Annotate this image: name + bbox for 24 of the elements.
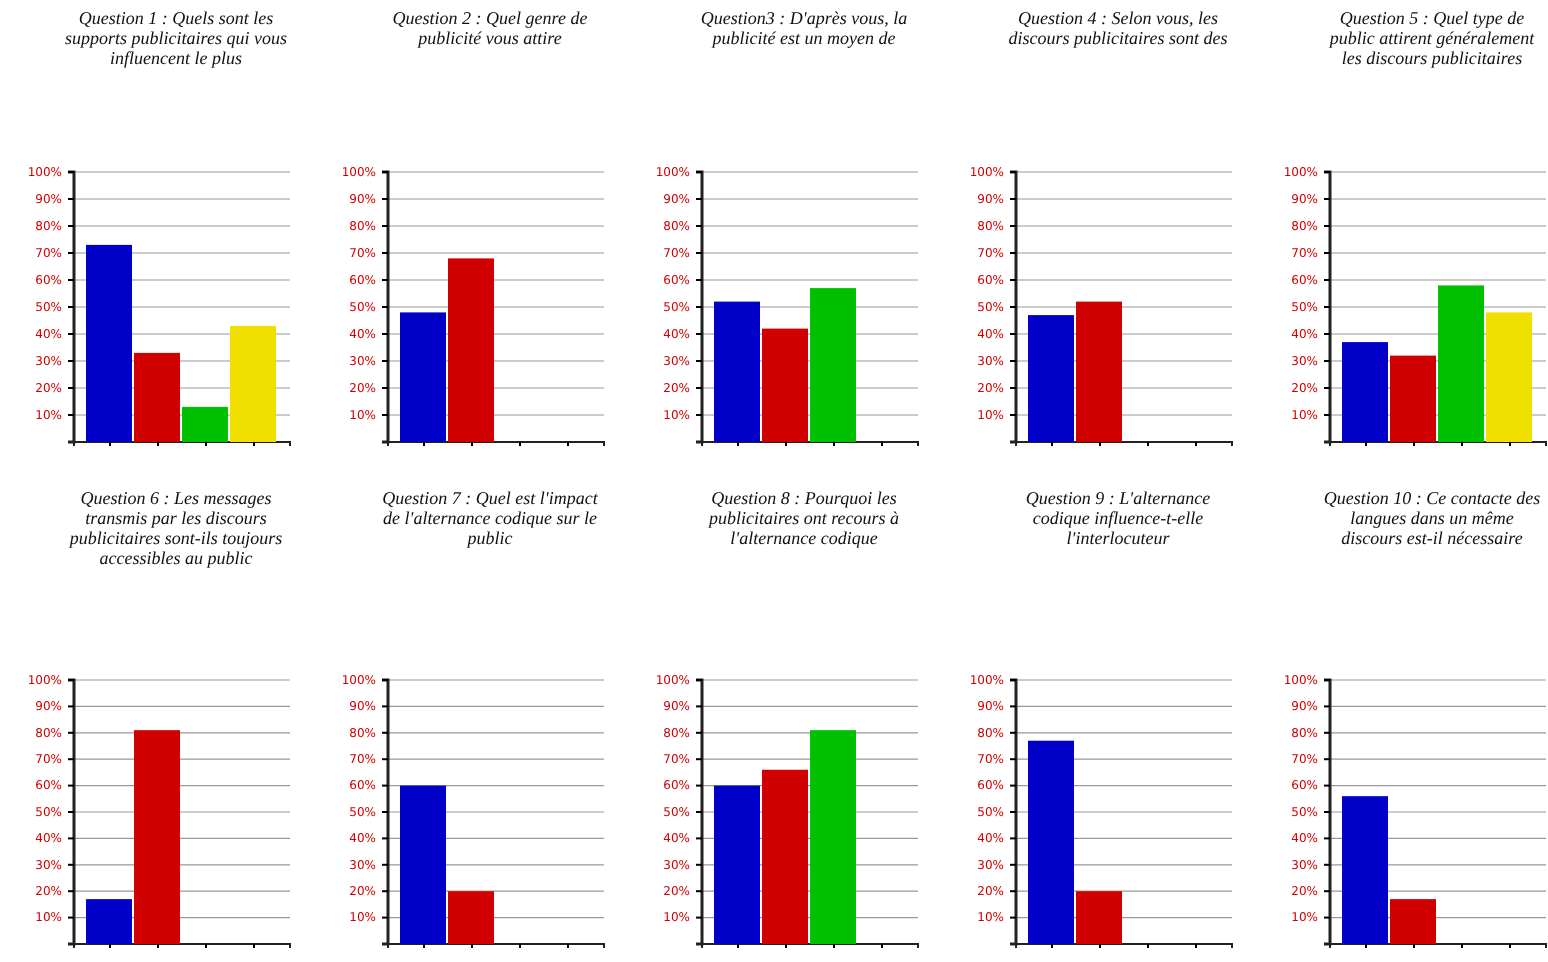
chart-title: Question 10 : Ce contacte des langues dans un même discours est-il nécessaire	[1323, 488, 1542, 548]
chart-title: Question 8 : Pourquoi les publicitaires ont recours à l'alternance codique	[706, 488, 901, 548]
chart-title: Question 6 : Les messages transmis par les discours publicitaires sont-ils toujours accessibles au public	[67, 488, 284, 568]
bar	[714, 301, 760, 442]
bar	[230, 325, 276, 442]
chart-title: Question 4 : Selon vous, les discours publicitaires sont des	[1008, 8, 1229, 48]
bar	[1438, 285, 1484, 442]
bar	[182, 406, 228, 442]
bar	[1342, 342, 1388, 442]
chart-title: Question 5 : Quel type de public attirent généralement les discours publicitaires	[1327, 8, 1536, 68]
bar	[810, 288, 856, 442]
chart-title: Question 9 : L'alternance codique influence-t-elle l'interlocuteur	[1025, 488, 1211, 548]
bar	[714, 785, 760, 944]
bar	[86, 244, 132, 442]
bar	[810, 730, 856, 944]
bar	[762, 769, 808, 944]
chart-title: Question 1 : Quels sont les supports publicitaires qui vous influencent le plus	[65, 8, 288, 68]
bar	[134, 352, 180, 442]
chart-title: Question 7 : Quel est l'impact de l'alternance codique sur le public	[382, 488, 599, 548]
chart-title: Question 2 : Quel genre de publicité vous attire	[392, 8, 588, 48]
chart-title: Question3 : D'après vous, la publicité est un moyen de	[700, 8, 909, 48]
bar	[1390, 355, 1436, 442]
bar	[1486, 312, 1532, 442]
bar	[762, 328, 808, 442]
